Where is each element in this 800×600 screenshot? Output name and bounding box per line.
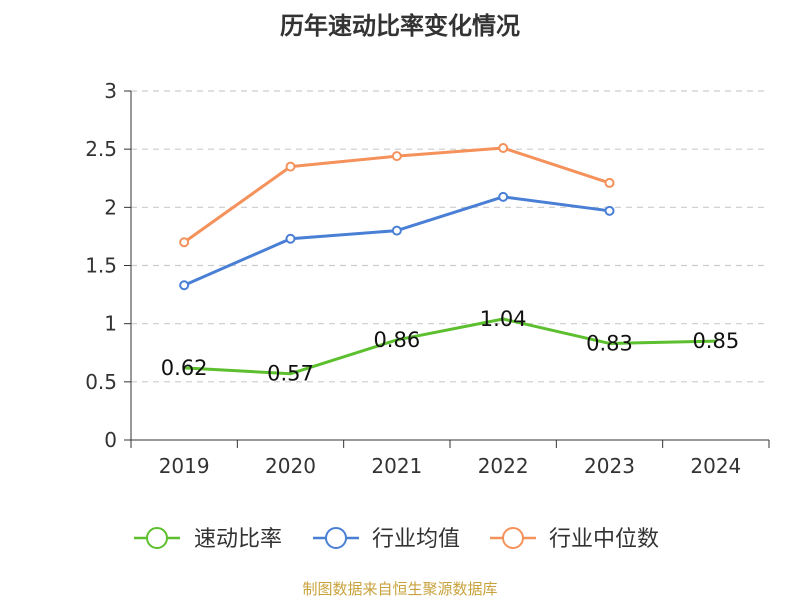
x-tick-label: 2020 [265, 454, 316, 478]
data-label: 0.85 [692, 329, 739, 353]
data-point [604, 205, 615, 216]
axes: 0 0.5 1 1.5 2 2.5 3 2019 2020 2021 2022 2023 2024 [85, 79, 770, 478]
legend-label: 行业均值 [372, 527, 460, 552]
data-label: 0.86 [373, 328, 420, 352]
legend-marker [146, 527, 168, 549]
data-point [179, 237, 190, 248]
data-point [391, 225, 402, 236]
data-label: 1.04 [480, 307, 527, 331]
y-tick-label: 3 [104, 79, 117, 103]
x-tick-label: 2019 [159, 454, 210, 478]
data-label: 0.62 [161, 356, 208, 380]
grid-lines [131, 90, 769, 383]
data-point [285, 161, 296, 172]
data-label: 0.57 [267, 362, 314, 386]
legend-marker [325, 527, 347, 549]
y-tick-label: 1.5 [85, 254, 117, 278]
data-label: 0.83 [586, 331, 633, 355]
legend-label: 速动比率 [194, 527, 282, 552]
series-line [182, 195, 611, 287]
legend: 速动比率 行业均值 行业中位数 [134, 527, 659, 552]
y-tick-label: 2.5 [85, 137, 117, 161]
x-tick-label: 2023 [584, 454, 635, 478]
source-note: 制图数据来自恒生聚源数据库 [302, 580, 498, 598]
data-point [285, 233, 296, 244]
x-tick-label: 2024 [690, 454, 741, 478]
legend-item: 行业中位数 [490, 527, 659, 552]
legend-marker [502, 527, 524, 549]
chart-title: 历年速动比率变化情况 [280, 12, 520, 40]
data-labels: 0.62 0.57 0.86 1.04 0.83 0.85 [161, 307, 739, 386]
data-point [604, 177, 615, 188]
legend-label: 行业中位数 [549, 527, 659, 552]
data-point [179, 280, 190, 291]
data-point [391, 151, 402, 162]
series-line [182, 317, 718, 376]
data-point [498, 191, 509, 202]
legend-item: 速动比率 [134, 527, 282, 552]
data-point [498, 143, 509, 154]
y-tick-label: 0.5 [85, 370, 117, 394]
y-tick-label: 2 [104, 195, 117, 219]
y-tick-label: 0 [104, 428, 117, 452]
x-tick-label: 2022 [478, 454, 529, 478]
x-tick-label: 2021 [371, 454, 422, 478]
y-tick-label: 1 [104, 312, 117, 336]
series-lines [179, 143, 718, 376]
legend-item: 行业均值 [313, 527, 460, 552]
